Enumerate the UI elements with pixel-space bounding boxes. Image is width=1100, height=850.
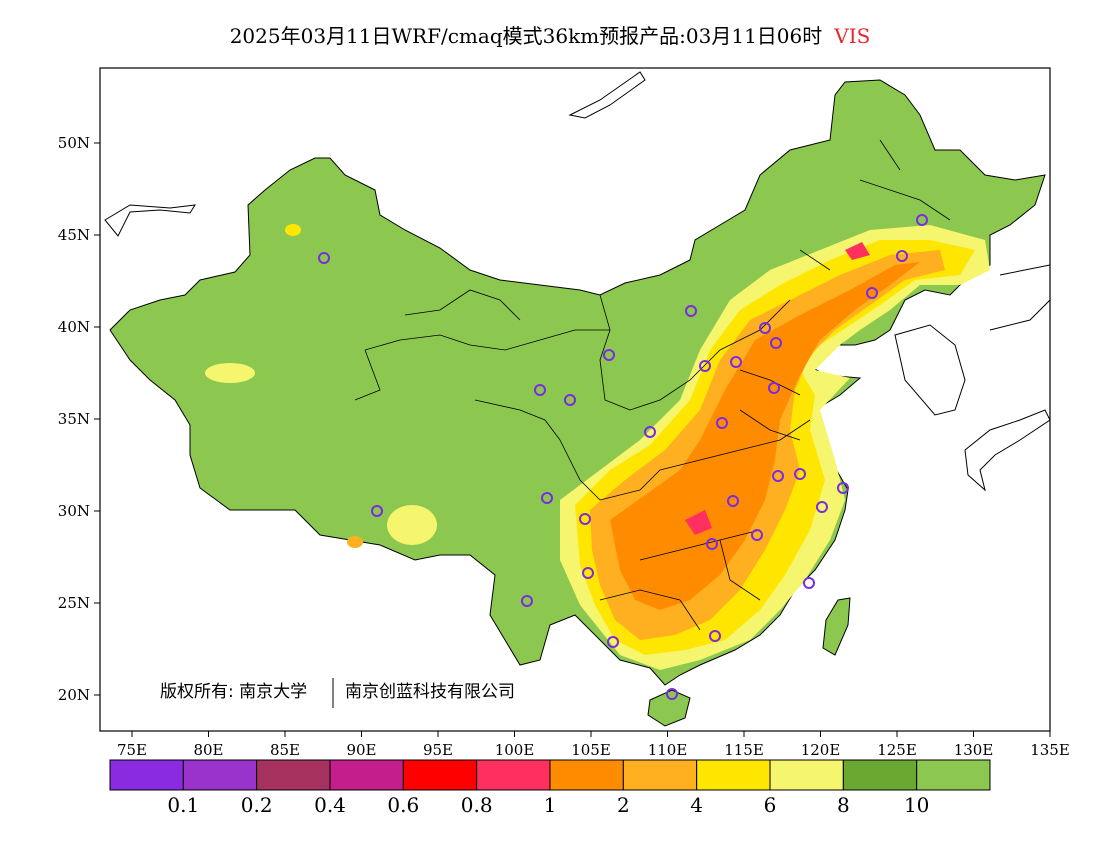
legend-swatch (476, 759, 551, 791)
station-marker (706, 538, 718, 550)
lat-tick-label: 50N (58, 134, 90, 152)
title-variable: VIS (834, 24, 871, 48)
lon-tick-label: 80E (193, 741, 223, 759)
station-marker (534, 384, 546, 396)
legend-swatch (256, 759, 331, 791)
province-borders (354, 139, 951, 631)
station-marker (916, 214, 928, 226)
lat-tick-label: 30N (58, 502, 90, 520)
color-legend: 0.1 0.2 0.4 0.6 0.8 1 2 4 6 8 10 (109, 759, 991, 817)
station-marker (579, 513, 591, 525)
legend-label: 1 (544, 793, 557, 817)
station-marker (794, 468, 806, 480)
map-title: 2025年03月11日WRF/cmaq模式36km预报产品:03月11日06时 V… (0, 20, 1100, 49)
mongolia-lake-outline (568, 71, 646, 119)
station-marker (685, 305, 697, 317)
station-marker (564, 394, 576, 406)
lon-tick-label: 125E (877, 741, 917, 759)
lon-tick-label: 110E (648, 741, 688, 759)
station-marker (866, 287, 878, 299)
station-marker (666, 688, 678, 700)
legend-swatch (842, 759, 918, 791)
legend-label: 8 (837, 793, 850, 817)
legend-label: 6 (764, 793, 777, 817)
station-marker (759, 322, 771, 334)
map-content: 版权所有: 南京大学 南京创蓝科技有限公司 (104, 71, 1050, 727)
legend-swatch (622, 759, 698, 791)
korea-japan-outline (894, 324, 1050, 492)
map-frame (99, 67, 1051, 732)
legend-label: 10 (904, 793, 929, 817)
legend-swatch (916, 759, 991, 791)
copyright-right: 南京创蓝科技有限公司 (345, 682, 515, 702)
station-marker (371, 505, 383, 517)
station-marker (768, 382, 780, 394)
legend-swatch (696, 759, 771, 791)
station-marker (730, 356, 742, 368)
lat-tick-label: 20N (58, 686, 90, 704)
legend-swatch (329, 759, 404, 791)
lon-tick-label: 90E (346, 741, 376, 759)
legend-label: 0.2 (241, 793, 273, 817)
lon-tick-label: 100E (495, 741, 535, 759)
lon-tick-label: 95E (423, 741, 453, 759)
legend-swatch (182, 759, 258, 791)
station-marker (644, 426, 656, 438)
station-marker (751, 529, 763, 541)
legend-label: 0.8 (461, 793, 493, 817)
station-marker (896, 250, 908, 262)
lon-tick-label: 120E (801, 741, 841, 759)
lat-tick-label: 35N (58, 410, 90, 428)
station-marker (837, 482, 849, 494)
station-marker (541, 492, 553, 504)
legend-swatch (109, 759, 184, 791)
sea-outline (989, 264, 1050, 331)
legend-swatch (549, 759, 624, 791)
lon-tick-label: 105E (571, 741, 611, 759)
legend-label: 2 (617, 793, 630, 817)
west-outline (104, 204, 196, 237)
legend-swatch (402, 759, 478, 791)
station-marker (770, 337, 782, 349)
lon-tick-label: 130E (954, 741, 994, 759)
station-marker (607, 636, 619, 648)
vis-patch-tarim (205, 363, 255, 383)
station-marker (521, 595, 533, 607)
vis-patch-dzungaria (285, 224, 301, 236)
title-text: 2025年03月11日WRF/cmaq模式36km预报产品:03月11日06时 (229, 24, 823, 48)
lat-tick-label: 40N (58, 318, 90, 336)
station-marker (772, 470, 784, 482)
latitude-axis: 50N 45N 40N 35N 30N 25N 20N (58, 134, 100, 704)
legend-label: 0.1 (167, 793, 199, 817)
station-marker (727, 495, 739, 507)
station-marker (709, 630, 721, 642)
station-marker (603, 349, 615, 361)
lon-tick-label: 75E (117, 741, 147, 759)
station-marker (816, 501, 828, 513)
legend-label: 0.4 (314, 793, 346, 817)
legend-swatch (769, 759, 844, 791)
vis-patch-tibet (387, 505, 437, 545)
station-marker (716, 417, 728, 429)
taiwan-island (822, 597, 851, 656)
lon-tick-label: 85E (270, 741, 300, 759)
station-markers (318, 214, 928, 700)
lat-tick-label: 25N (58, 594, 90, 612)
lon-tick-label: 135E (1030, 741, 1070, 759)
station-marker (803, 577, 815, 589)
lon-tick-label: 115E (724, 741, 764, 759)
hainan-island (647, 689, 691, 727)
lat-tick-label: 45N (58, 226, 90, 244)
copyright-left: 版权所有: 南京大学 (160, 682, 307, 702)
legend-label: 4 (690, 793, 703, 817)
station-marker (699, 360, 711, 372)
longitude-axis: 75E 80E 85E 90E 95E 100E 105E 110E 115E 120E 125E 1… (117, 731, 1070, 759)
vis-patch-tibet-s (347, 536, 363, 548)
legend-label: 0.6 (387, 793, 419, 817)
station-marker (582, 567, 594, 579)
station-marker (318, 252, 330, 264)
